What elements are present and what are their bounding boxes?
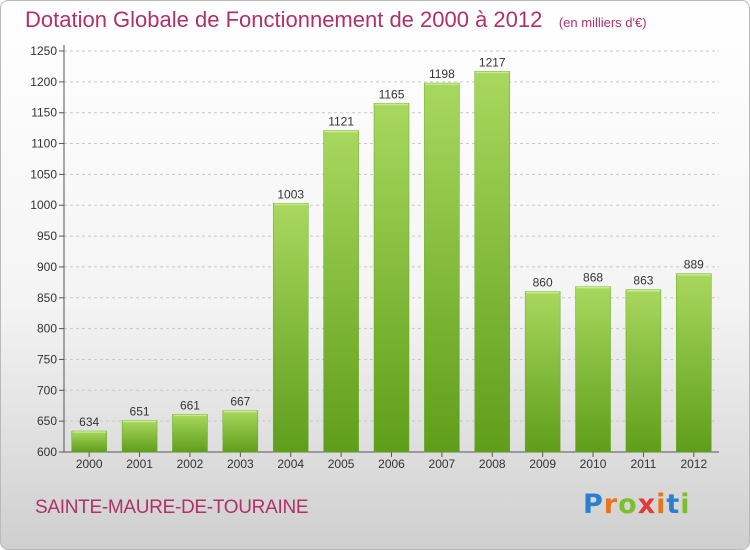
chart-subtitle: (en milliers d'€): [558, 15, 647, 30]
y-tick-label: 600: [37, 445, 57, 459]
bar-value-label: 667: [230, 395, 250, 409]
chart-title: Dotation Globale de Fonctionnement de 20…: [25, 7, 543, 32]
y-tick-label: 1150: [31, 106, 57, 120]
y-tick-label: 1250: [30, 44, 57, 58]
brand-letter: i: [656, 489, 667, 520]
brand-letter: x: [637, 489, 657, 520]
bar-value-label: 1003: [277, 187, 304, 201]
y-tick-label: 700: [37, 383, 57, 397]
y-tick-label: 800: [37, 322, 57, 336]
brand-letter: r: [603, 489, 619, 520]
y-tick-label: 1000: [30, 198, 57, 212]
bar: [474, 71, 511, 453]
bar-value-label: 863: [633, 274, 653, 288]
x-tick-label: 2005: [328, 457, 355, 471]
y-tick-label: 750: [37, 352, 57, 366]
x-tick-label: 2008: [479, 457, 506, 471]
y-tick-label: 1200: [30, 75, 57, 89]
x-tick-label: 2011: [631, 457, 657, 471]
bar-value-label: 651: [130, 405, 150, 419]
bar: [323, 130, 359, 453]
brand-letter: P: [583, 489, 604, 520]
bar: [575, 286, 611, 453]
bar-value-label: 1217: [479, 55, 506, 69]
bar: [676, 273, 712, 453]
bar: [121, 420, 158, 453]
bar: [272, 203, 309, 453]
y-tick-label: 650: [37, 414, 57, 428]
bar: [625, 289, 662, 453]
bar-value-label: 889: [684, 258, 704, 272]
bar-value-label: 1165: [379, 87, 405, 101]
y-tick-label: 1100: [31, 137, 57, 151]
bar-value-label: 661: [180, 398, 200, 412]
y-tick-label: 900: [37, 260, 57, 274]
bar: [71, 430, 107, 453]
y-tick-label: 1050: [30, 167, 57, 181]
bar-value-label: 634: [79, 415, 99, 429]
bar: [222, 410, 259, 453]
x-tick-label: 2010: [580, 457, 607, 471]
brand-letter: o: [618, 489, 638, 520]
x-tick-label: 2009: [529, 457, 556, 471]
bar: [373, 103, 410, 453]
y-tick-label: 950: [37, 229, 57, 243]
commune-name: SAINTE-MAURE-DE-TOURAINE: [35, 497, 309, 518]
title-line: Dotation Globale de Fonctionnement de 20…: [25, 7, 647, 33]
labels: 600 650 700 750 800 850 900 950 1000 1050 1100 1150…: [30, 44, 707, 471]
bar-value-label: 860: [533, 276, 553, 290]
brand-letter: i: [680, 489, 691, 520]
bar: [524, 291, 561, 453]
x-tick-label: 2007: [429, 457, 456, 471]
bar-value-label: 1198: [429, 67, 455, 81]
bar-value-label: 1121: [328, 115, 354, 129]
bars: [71, 71, 712, 453]
y-tick-label: 850: [37, 291, 57, 305]
bar: [424, 82, 460, 453]
brand-letter: t: [666, 489, 681, 520]
x-tick-label: 2006: [378, 457, 405, 471]
x-tick-label: 2012: [680, 457, 707, 471]
x-tick-label: 2004: [277, 457, 304, 471]
x-tick-label: 2003: [227, 457, 254, 471]
proxiti-logo: Proxiti: [583, 489, 691, 520]
x-tick-label: 2002: [177, 457, 204, 471]
x-tick-label: 2001: [126, 457, 153, 471]
x-tick-label: 2000: [76, 457, 103, 471]
bar: [172, 414, 208, 453]
bar-value-label: 868: [583, 271, 603, 285]
